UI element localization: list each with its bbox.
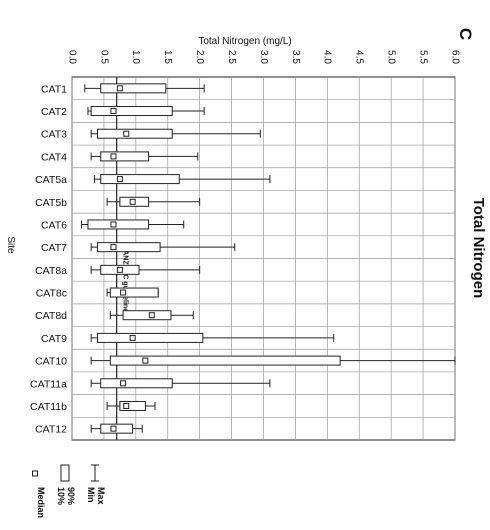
site-label: CAT9 xyxy=(41,333,67,345)
x-axis-title: Total Nitrogen (mg/L) xyxy=(198,36,291,47)
guideline-label: ANZECC guideline xyxy=(122,250,129,312)
site-label: CAT11a xyxy=(30,378,67,390)
site-label: CAT4 xyxy=(41,151,67,163)
site-label: CAT1 xyxy=(41,83,67,95)
site-label: CAT6 xyxy=(41,219,67,231)
box-10-90 xyxy=(97,332,204,343)
x-tick-label: 3.0 xyxy=(258,50,269,64)
y-axis-title: Site xyxy=(5,236,16,254)
median-marker xyxy=(120,380,127,387)
legend-box-icon xyxy=(60,464,70,482)
median-marker xyxy=(123,130,130,137)
x-tick-label: 1.5 xyxy=(162,50,173,64)
site-label: CAT10 xyxy=(35,356,67,368)
x-tick-label: 2.5 xyxy=(226,50,237,64)
median-marker xyxy=(148,312,155,319)
median-marker xyxy=(116,266,123,273)
box-10-90 xyxy=(109,355,341,366)
box-10-90 xyxy=(122,310,172,321)
x-tick-label: 0.0 xyxy=(66,50,77,64)
site-label: CAT8d xyxy=(35,310,67,322)
site-label: CAT5b xyxy=(35,197,67,209)
x-tick-label: 4.0 xyxy=(322,50,333,64)
legend-label: 90% xyxy=(66,487,76,505)
site-label: CAT8a xyxy=(35,265,67,277)
site-label: CAT11b xyxy=(30,401,67,413)
box-10-90 xyxy=(119,400,146,411)
site-label: CAT2 xyxy=(41,106,67,118)
site-label: CAT12 xyxy=(35,424,67,436)
box-series xyxy=(81,83,456,434)
x-tick-label: 4.5 xyxy=(354,50,365,64)
site-label: CAT8c xyxy=(36,288,67,300)
site-label: CAT7 xyxy=(41,242,67,254)
x-tick-label: 1.0 xyxy=(130,50,141,64)
legend-label: Max xyxy=(96,487,106,505)
x-tick-label: 5.0 xyxy=(386,50,397,64)
legend-median-icon xyxy=(32,470,38,477)
box-10-90 xyxy=(100,174,180,185)
box-10-90 xyxy=(97,242,161,253)
median-marker xyxy=(110,108,117,115)
box-10-90 xyxy=(109,287,159,298)
site-label: CAT5a xyxy=(35,174,67,186)
x-tick-labels: 0.0 0.5 1.0 1.5 2.0 2.5 3.0 3.5 4.0 4.5 5.0 5.5 6.0 xyxy=(66,50,460,64)
median-marker xyxy=(123,402,130,409)
median-marker xyxy=(116,85,123,92)
x-tick-label: 6.0 xyxy=(449,50,460,64)
box-10-90 xyxy=(100,423,134,434)
median-marker xyxy=(129,334,136,341)
median-marker xyxy=(142,357,149,364)
x-tick-label: 2.0 xyxy=(194,50,205,64)
legend-label: Median xyxy=(36,487,46,518)
panel-letter: C xyxy=(456,28,475,40)
site-labels: CAT1 CAT2 CAT3 CAT4 CAT5a CAT5b CAT6 CAT7 CAT8a C… xyxy=(30,83,67,435)
x-tick-label: 5.5 xyxy=(417,50,428,64)
median-marker xyxy=(110,153,117,160)
box-10-90 xyxy=(100,151,150,162)
x-tick-label: 0.5 xyxy=(98,50,109,64)
median-marker xyxy=(120,289,127,296)
site-label: CAT3 xyxy=(41,129,67,141)
box-10-90 xyxy=(100,378,173,389)
legend-label: Min xyxy=(86,487,96,503)
median-marker xyxy=(110,244,117,251)
median-marker xyxy=(129,198,136,205)
x-tick-label: 3.5 xyxy=(290,50,301,64)
box-10-90 xyxy=(100,83,167,94)
median-marker xyxy=(116,176,123,183)
box-10-90 xyxy=(87,219,150,230)
box-10-90 xyxy=(90,106,173,117)
median-marker xyxy=(110,425,117,432)
median-marker xyxy=(110,221,117,228)
box-10-90 xyxy=(97,128,173,139)
chart-title: Total Nitrogen xyxy=(470,198,487,299)
legend-label: 10% xyxy=(56,487,66,505)
